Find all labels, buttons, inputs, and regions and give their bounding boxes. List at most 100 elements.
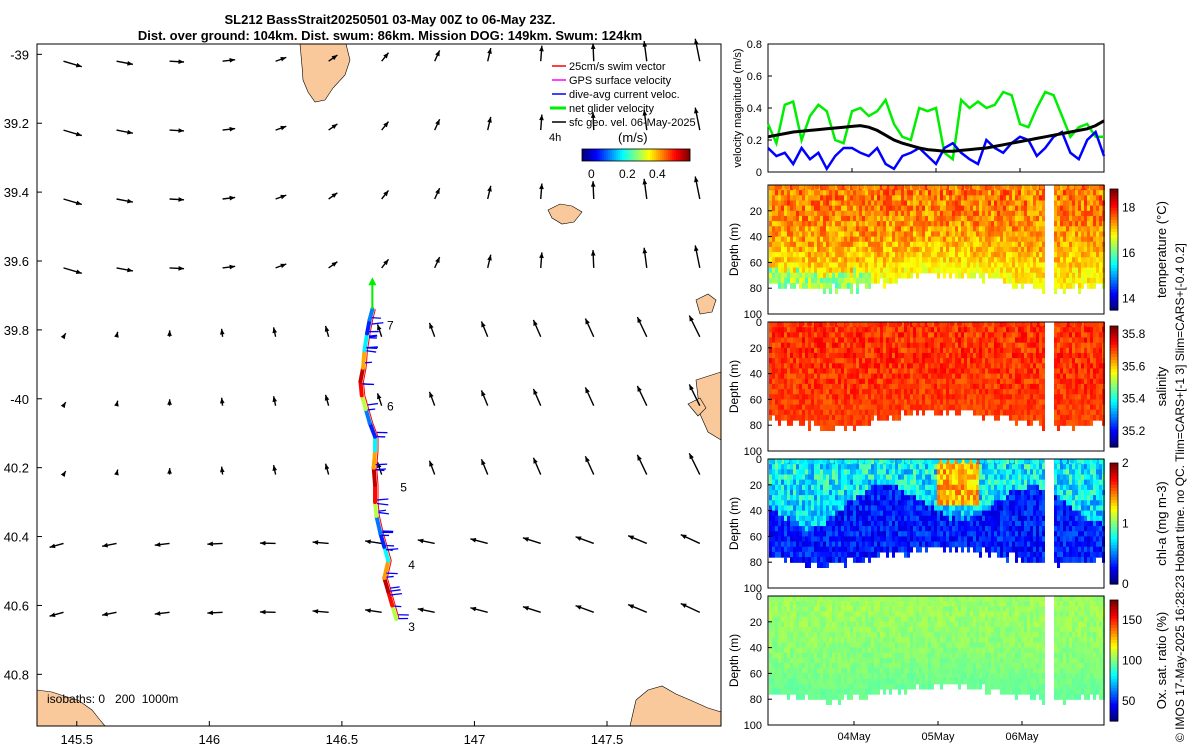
section-cell [1075, 414, 1078, 421]
legend-gps-label: GPS surface velocity [569, 75, 672, 87]
section-cell [787, 541, 790, 548]
section-cell [793, 474, 796, 481]
section-cell [817, 277, 820, 284]
section-cell [1090, 322, 1093, 328]
section-cell [811, 272, 814, 279]
section-cell [946, 389, 949, 395]
section-cell [1096, 231, 1099, 238]
section-cell [790, 557, 793, 563]
section-cell [871, 383, 874, 390]
section-cell [787, 489, 790, 496]
section-cell [1003, 205, 1006, 212]
section-cell [991, 383, 994, 390]
sfc-vector-head [377, 462, 382, 469]
section-cell [1099, 195, 1102, 202]
section-cell [1084, 399, 1087, 406]
section-cell [787, 399, 790, 406]
section-cell [1042, 288, 1045, 295]
section-cell [1081, 185, 1084, 191]
section-cell [772, 327, 775, 333]
section-cell [940, 378, 943, 385]
section-cell [1000, 337, 1003, 344]
section-cell [871, 368, 874, 375]
section-cell [1078, 378, 1081, 385]
section-cell [787, 200, 790, 207]
section-cell [907, 267, 910, 274]
section-cell [1030, 404, 1033, 411]
section-cell [1039, 368, 1042, 375]
sfc-vector-head [585, 456, 590, 463]
section-cell [958, 200, 961, 207]
section-colorbar-cell [1110, 416, 1118, 421]
section-cell [913, 200, 916, 207]
section-cell [826, 272, 829, 279]
section-cell [1003, 352, 1006, 359]
section-cell [784, 551, 787, 558]
section-cell [1099, 226, 1102, 233]
section-cell [991, 363, 994, 370]
section-cell [934, 210, 937, 217]
section-cell [1015, 322, 1018, 328]
section-cell [859, 190, 862, 196]
section-cell [1084, 363, 1087, 370]
section-cell [796, 337, 799, 344]
section-cell [946, 241, 949, 248]
section-cell [907, 368, 910, 375]
section-cell [877, 221, 880, 227]
section-cell [808, 404, 811, 411]
section-cell [910, 399, 913, 406]
section-cell [1006, 226, 1009, 233]
section-cell [1093, 221, 1096, 227]
section-cell [769, 252, 772, 258]
section-cell [982, 358, 985, 364]
section-cell [1015, 205, 1018, 212]
section-cell [916, 327, 919, 333]
section-cell [868, 327, 871, 333]
dive-avg-vector [390, 586, 400, 589]
section-cell [946, 363, 949, 370]
section-cell [835, 347, 838, 354]
section-cell [907, 399, 910, 406]
section-cell [877, 215, 880, 222]
section-cell [787, 368, 790, 375]
section-cell [937, 347, 940, 354]
section-cell [949, 358, 952, 364]
section-cell [1084, 373, 1087, 380]
section-cell [775, 546, 778, 553]
section-surface-dot [881, 184, 888, 190]
section-cell [805, 368, 808, 375]
section-cell [901, 363, 904, 370]
section-cell [796, 389, 799, 395]
section-cell [784, 272, 787, 279]
section-cell [964, 337, 967, 344]
section-cell [811, 394, 814, 401]
section-cell [838, 394, 841, 401]
section-cell [847, 236, 850, 243]
section-cell [883, 414, 886, 421]
section-cell [847, 195, 850, 202]
section-cell [784, 241, 787, 248]
section-cell [1072, 283, 1075, 289]
section-ylabel: Depth (m) [727, 223, 741, 276]
section-cell [829, 420, 832, 426]
section-cell [1015, 267, 1018, 274]
section-cell [817, 420, 820, 426]
section-cell [907, 257, 910, 264]
section-cell [973, 241, 976, 248]
section-cell [964, 262, 967, 269]
section-cell [814, 332, 817, 339]
section-cell [934, 409, 937, 416]
section-cell [1000, 404, 1003, 411]
section-cell [1063, 332, 1066, 339]
section-cell [844, 389, 847, 395]
section-cell [1000, 257, 1003, 264]
section-cell [895, 262, 898, 269]
section-colorbar-cell [1110, 368, 1118, 372]
section-cell [1090, 420, 1093, 426]
section-cell [1027, 342, 1030, 349]
section-cell [991, 226, 994, 233]
section-cell [1084, 195, 1087, 202]
section-cell [886, 195, 889, 202]
section-cell [883, 368, 886, 375]
section-cell [826, 236, 829, 243]
